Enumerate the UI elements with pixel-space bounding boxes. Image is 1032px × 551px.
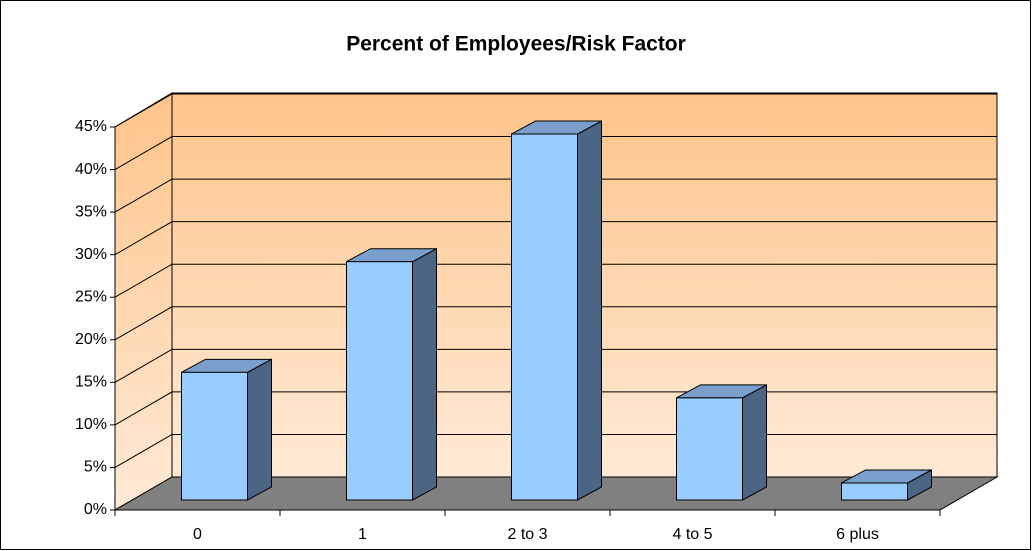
grid-line xyxy=(114,263,997,298)
bar-side xyxy=(742,384,767,501)
y-tick-label: 10% xyxy=(75,416,107,433)
y-tick-label: 30% xyxy=(75,246,107,263)
y-tick-label: 35% xyxy=(75,203,107,220)
x-tick-label: 2 to 3 xyxy=(507,526,547,543)
grid-line xyxy=(114,221,997,256)
bar xyxy=(511,133,578,501)
grid-line xyxy=(114,93,997,128)
bar-side xyxy=(412,247,437,501)
bar xyxy=(676,397,743,501)
bar-side xyxy=(247,358,272,501)
grid-line xyxy=(114,136,997,170)
bar-side xyxy=(577,120,602,501)
y-tick-label: 25% xyxy=(75,288,107,305)
x-tick-label: 0 xyxy=(193,526,202,543)
grid-line xyxy=(114,178,997,213)
chart-title: Percent of Employees/Risk Factor xyxy=(346,33,686,56)
x-tick-label: 4 to 5 xyxy=(672,526,712,543)
bar xyxy=(181,371,248,501)
x-tick-label: 6 plus xyxy=(836,526,879,543)
y-tick-label: 15% xyxy=(75,374,107,391)
x-tick-label: 1 xyxy=(358,526,367,543)
y-tick-label: 0% xyxy=(84,501,107,518)
bar xyxy=(841,482,908,501)
y-tick-label: 5% xyxy=(84,459,107,476)
y-tick-label: 20% xyxy=(75,331,107,348)
y-tick-label: 45% xyxy=(75,118,107,135)
y-tick-label: 40% xyxy=(75,161,107,178)
bar xyxy=(346,261,413,501)
grid-line xyxy=(114,348,997,383)
grid-line xyxy=(114,306,997,341)
side-wall xyxy=(114,92,173,511)
